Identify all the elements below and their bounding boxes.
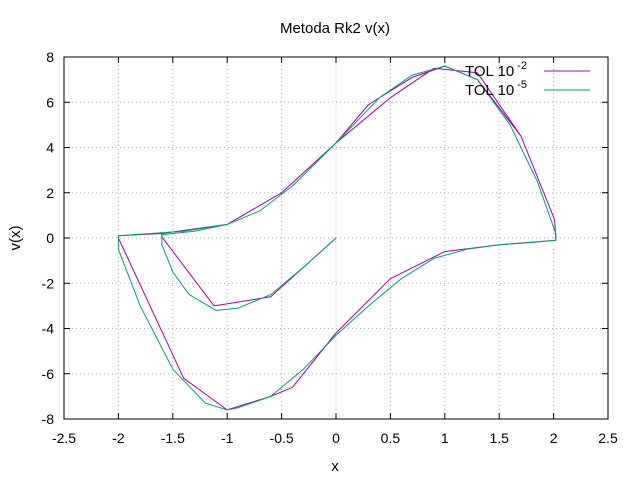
x-tick-label: 2.5 (598, 430, 618, 446)
legend-entry-1-label: TOL 10 -2 (465, 60, 527, 80)
x-tick-label: 0 (332, 430, 340, 446)
y-tick-label: -6 (42, 366, 55, 382)
y-tick-label: -2 (42, 275, 55, 291)
x-tick-label: 1 (441, 430, 449, 446)
y-tick-label: 8 (46, 49, 54, 65)
x-tick-label: -0.5 (270, 430, 294, 446)
ticks: -2.5 -2 -1.5 -1 -0.5 0 0.5 1 1.5 2 2.5 -8 -6 -4 -2 0 2 4 6… (42, 49, 618, 446)
y-tick-label: 0 (46, 230, 54, 246)
x-tick-label: -1.5 (161, 430, 185, 446)
y-tick-label: -8 (42, 411, 55, 427)
x-tick-label: 2 (550, 430, 558, 446)
series-line-2 (117, 65, 557, 411)
y-tick-label: 6 (46, 94, 54, 110)
legend-entry-2-label: TOL 10 -5 (465, 79, 527, 99)
x-tick-label: -2.5 (52, 430, 76, 446)
y-tick-label: -4 (42, 321, 55, 337)
series-line-1 (117, 65, 557, 411)
x-tick-label: 0.5 (381, 430, 401, 446)
y-tick-label: 2 (46, 185, 54, 201)
x-axis-label: x (331, 458, 339, 475)
y-tick-label: 4 (46, 140, 54, 156)
x-tick-label: -2 (112, 430, 125, 446)
x-tick-label: 1.5 (489, 430, 509, 446)
series-group (117, 65, 557, 411)
legend: TOL 10 -2 TOL 10 -5 (465, 60, 590, 99)
y-axis-label: v(x) (7, 226, 24, 251)
chart-title: Metoda Rk2 v(x) (280, 20, 390, 37)
x-tick-label: -1 (221, 430, 234, 446)
